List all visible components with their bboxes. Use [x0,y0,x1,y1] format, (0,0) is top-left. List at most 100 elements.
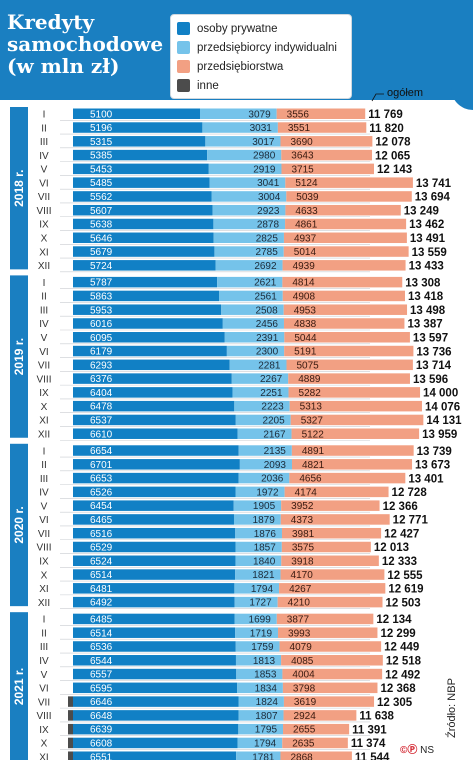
value-label: 5638 [90,220,113,231]
value-label: 6537 [90,415,113,426]
value-label: 1759 [251,642,274,653]
bar-segment-przedsiebiorcy-indywidualni [233,500,282,511]
bar-segment-osoby-prywatne [73,459,240,470]
total-label: 14 076 [425,401,460,413]
bar-segment-przedsiebiorstwa [284,332,410,343]
bar-segment-przedsiebiorstwa [284,345,414,357]
bar-segment-przedsiebiorcy-indywidualni [221,304,284,315]
legend-swatch [177,41,190,54]
month-label: IX [39,388,49,399]
year-band [10,612,28,760]
bar-segment-osoby-prywatne [73,359,230,371]
source-note: Źródło: NBP [446,678,458,738]
bar-segment-osoby-prywatne [73,696,239,707]
month-label: IV [39,488,49,499]
bar-segment-osoby-prywatne [73,332,225,343]
legend-swatch [177,79,190,92]
month-label: IX [39,725,49,736]
value-label: 5327 [301,415,324,426]
value-label: 4939 [293,261,316,272]
month-label: II [41,628,47,639]
total-label: 13 597 [413,333,448,345]
year-band [10,275,28,438]
value-label: 1727 [249,598,272,609]
total-label: 12 013 [374,542,409,554]
value-label: 5039 [296,192,319,203]
total-label: 11 391 [352,724,387,736]
value-label: 5044 [294,333,317,344]
bar-segment-przedsiebiorstwa [289,400,422,412]
bar-segment-osoby-prywatne [73,710,239,721]
value-label: 4267 [289,584,312,595]
month-label: I [43,278,46,289]
value-label: 4085 [291,656,314,667]
total-label: 14 131 [426,415,462,427]
month-label: VII [38,361,50,372]
total-label: 12 492 [385,669,420,681]
bar-segment-przedsiebiorcy-indywidualni [234,613,277,625]
value-label: 4814 [292,278,315,289]
value-label: 6481 [90,584,113,595]
value-label: 5646 [90,233,113,244]
month-label: I [43,615,46,626]
bar-segment-przedsiebiorcy-indywidualni [235,414,291,426]
value-label: 5191 [294,347,317,358]
bar-segment-przedsiebiorcy-indywidualni [215,260,283,271]
value-label: 6516 [90,529,113,540]
bar-segment-osoby-prywatne [73,514,234,525]
bar-segment-przedsiebiorcy-indywidualni [234,596,278,608]
bar-segment-przedsiebiorcy-indywidualni [208,163,282,175]
value-label: 1879 [253,515,276,526]
month-label: XI [39,752,48,760]
bar-segment-osoby-prywatne [73,204,213,216]
total-label: 11 544 [355,752,390,760]
total-label: 13 462 [409,219,444,231]
bar-segment-przedsiebiorcy-indywidualni [213,218,286,230]
bar-segment-osoby-prywatne [73,583,235,594]
value-label: 4633 [295,206,318,217]
month-label: VII [38,697,50,708]
bar-segment-przedsiebiorcy-indywidualni [236,668,283,680]
value-label: 5724 [90,261,113,272]
bar-segment-przedsiebiorcy-indywidualni [235,627,279,638]
bar-segment-przedsiebiorstwa [279,583,386,594]
total-label: 12 503 [386,597,421,609]
value-label: 5122 [302,429,325,440]
value-label: 3619 [294,697,317,708]
value-label: 1821 [252,570,275,581]
total-label: 12 143 [377,164,412,176]
value-label: 6557 [90,670,113,681]
total-label: 12 449 [384,642,419,654]
header-corner [451,66,473,110]
bar-segment-osoby-prywatne [73,569,236,580]
value-label: 2267 [260,374,283,385]
value-label: 2508 [255,305,278,316]
bar-segment-osoby-prywatne [73,163,209,175]
value-label: 6526 [90,487,113,498]
bar-segment-osoby-prywatne [73,304,222,315]
bar-segment-przedsiebiorstwa [284,486,389,498]
legend-label: przedsiębiorcy indywidualni [197,41,337,54]
value-label: 6514 [90,570,113,581]
value-label: 6529 [90,543,113,554]
total-label: 12 299 [380,628,415,640]
value-label: 1905 [253,501,276,512]
value-label: 5679 [90,247,113,258]
value-label: 2456 [256,319,279,330]
month-label: IV [39,319,49,330]
bar-segment-inne [68,696,73,707]
value-label: 6485 [90,614,113,625]
bar-segment-przedsiebiorstwa [291,445,414,456]
value-label: 1857 [254,543,277,554]
value-label: 4821 [302,460,325,471]
month-label: XI [39,247,48,258]
month-label: I [43,446,46,457]
bar-segment-osoby-prywatne [73,276,218,288]
bar-segment-przedsiebiorcy-indywidualni [237,428,292,439]
value-label: 1699 [249,614,272,625]
month-label: I [43,110,46,121]
value-label: 6646 [90,697,113,708]
value-label: 4838 [294,319,317,330]
bar-segment-przedsiebiorstwa [282,290,405,302]
